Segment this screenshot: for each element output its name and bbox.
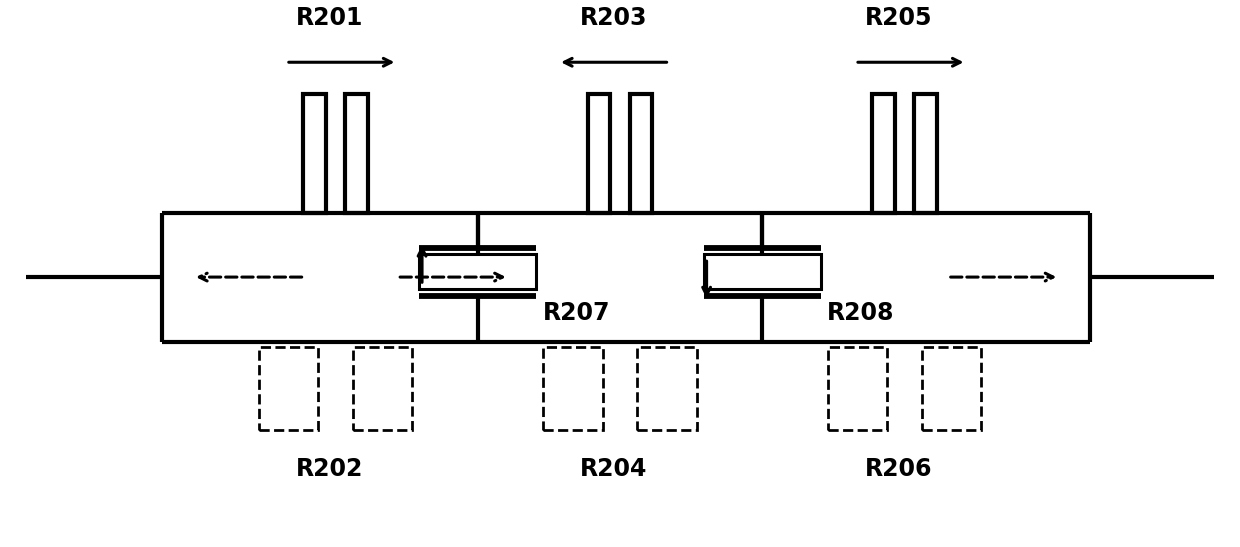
Bar [588,95,610,213]
Text: R208: R208 [827,301,895,325]
Text: R205: R205 [864,6,932,30]
Bar [630,95,652,213]
Bar [259,347,319,430]
Text: R206: R206 [864,457,932,481]
Bar [873,95,895,213]
Text: R202: R202 [295,457,363,481]
Bar [419,254,537,289]
Bar [304,95,326,213]
Text: R203: R203 [580,6,647,30]
Text: R207: R207 [543,301,610,325]
Bar [921,347,981,430]
Text: R201: R201 [295,6,363,30]
Text: R204: R204 [580,457,647,481]
Bar [703,254,821,289]
Bar [345,95,367,213]
Bar [543,347,603,430]
Bar [828,347,888,430]
Bar [914,95,936,213]
Bar [352,347,412,430]
Bar [637,347,697,430]
